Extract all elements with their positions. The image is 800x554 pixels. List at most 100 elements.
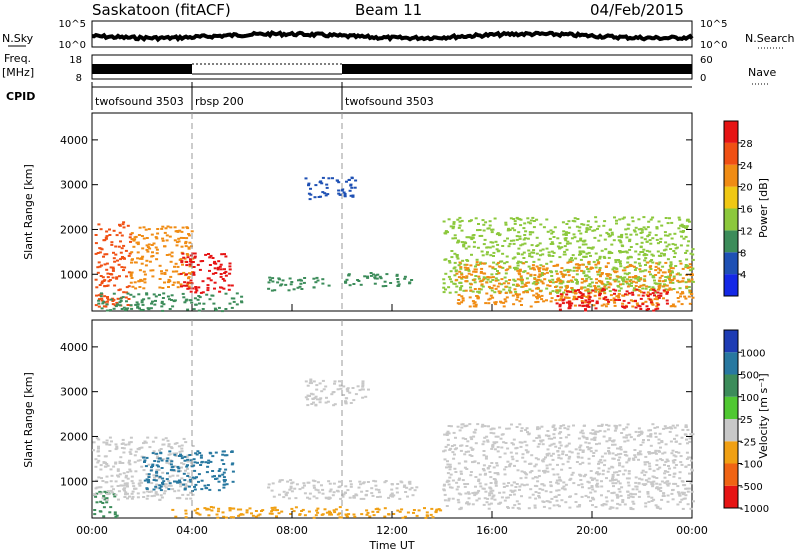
power-cell [313,196,317,199]
velocity-cell [99,486,103,489]
velocity-cell [520,427,524,430]
power-cell [183,301,187,304]
power-cell [573,296,577,299]
power-cell [173,299,177,302]
power-cell [588,300,592,303]
velocity-cell [542,458,546,461]
velocity-cell [611,443,614,446]
velocity-cell [555,489,559,492]
power-cell [551,242,555,245]
power-cell [542,268,546,271]
power-cell [600,287,604,290]
velocity-cell [591,432,595,435]
power-cell [522,238,526,241]
power-cell [660,274,664,277]
power-cell [453,274,457,277]
velocity-cell [577,456,581,459]
power-cell [442,291,446,294]
velocity-cell [446,460,449,463]
power-cell [598,273,602,276]
velocity-cell [463,485,467,488]
velocity-cell [124,491,128,494]
velocity-cell [215,477,219,480]
power-cell [517,284,520,287]
velocity-cell [658,432,662,435]
power-cell [639,308,643,310]
velocity-cell [679,455,683,458]
power-cell [648,293,652,296]
power-cell [458,224,462,227]
velocity-cell [598,429,602,432]
power-cell [396,280,400,283]
power-cell [111,266,115,269]
velocity-cell [647,429,651,432]
power-cell [188,272,191,275]
power-cell [498,233,502,236]
power-cell [535,292,539,295]
velocity-cell [650,500,654,502]
velocity-cell [162,492,166,495]
power-cell [634,277,638,280]
power-cell [587,294,591,297]
power-cell [560,295,564,298]
velocity-cell [105,497,109,500]
velocity-cell [581,432,585,435]
power-cell [681,292,685,295]
power-cell [578,291,582,294]
velocity-cell [665,458,669,461]
power-cell [527,265,531,268]
velocity-cell [189,497,193,500]
velocity-cell [617,459,621,462]
power-cell [106,272,110,275]
velocity-cell [306,384,310,387]
power-cell [118,301,122,304]
power-cell [527,281,531,284]
velocity-cell [109,480,113,483]
power-cell [663,284,667,287]
velocity-cell [568,450,572,453]
velocity-cell [122,451,126,454]
velocity-cell [481,487,485,490]
power-cell [158,278,162,280]
power-cell [223,272,227,274]
power-cell [352,283,356,285]
power-cell [195,289,199,292]
power-cell [538,242,542,245]
power-cell [145,292,149,295]
velocity-cell [102,461,106,464]
velocity-cell [651,475,655,478]
power-cell [105,309,109,312]
power-cell [657,286,661,289]
velocity-cell [674,464,678,466]
power-cell [94,234,98,236]
power-cell [607,273,611,276]
power-cell [657,285,661,288]
power-cell [642,216,646,219]
power-cell [354,179,358,182]
velocity-cell [184,469,187,472]
power-cell [223,268,226,271]
power-cell [581,304,585,307]
velocity-cell [182,472,186,475]
velocity-cell [507,482,511,484]
power-cell [585,304,589,307]
power-cell [160,305,164,308]
velocity-cell [314,403,318,406]
velocity-cell [687,487,691,490]
velocity-cell [165,461,169,464]
velocity-cell [250,512,253,515]
velocity-cell [338,380,341,383]
velocity-cell [120,447,124,449]
velocity-cell [342,394,346,396]
velocity-cell [625,426,629,429]
velocity-cell [185,484,189,487]
power-cell [545,262,549,265]
velocity-cell [154,487,158,490]
velocity-cell [155,452,159,455]
velocity-cell [608,507,612,510]
power-cell [604,284,608,287]
velocity-cell [562,424,566,427]
power-cell [664,288,668,291]
velocity-cell [451,451,455,454]
